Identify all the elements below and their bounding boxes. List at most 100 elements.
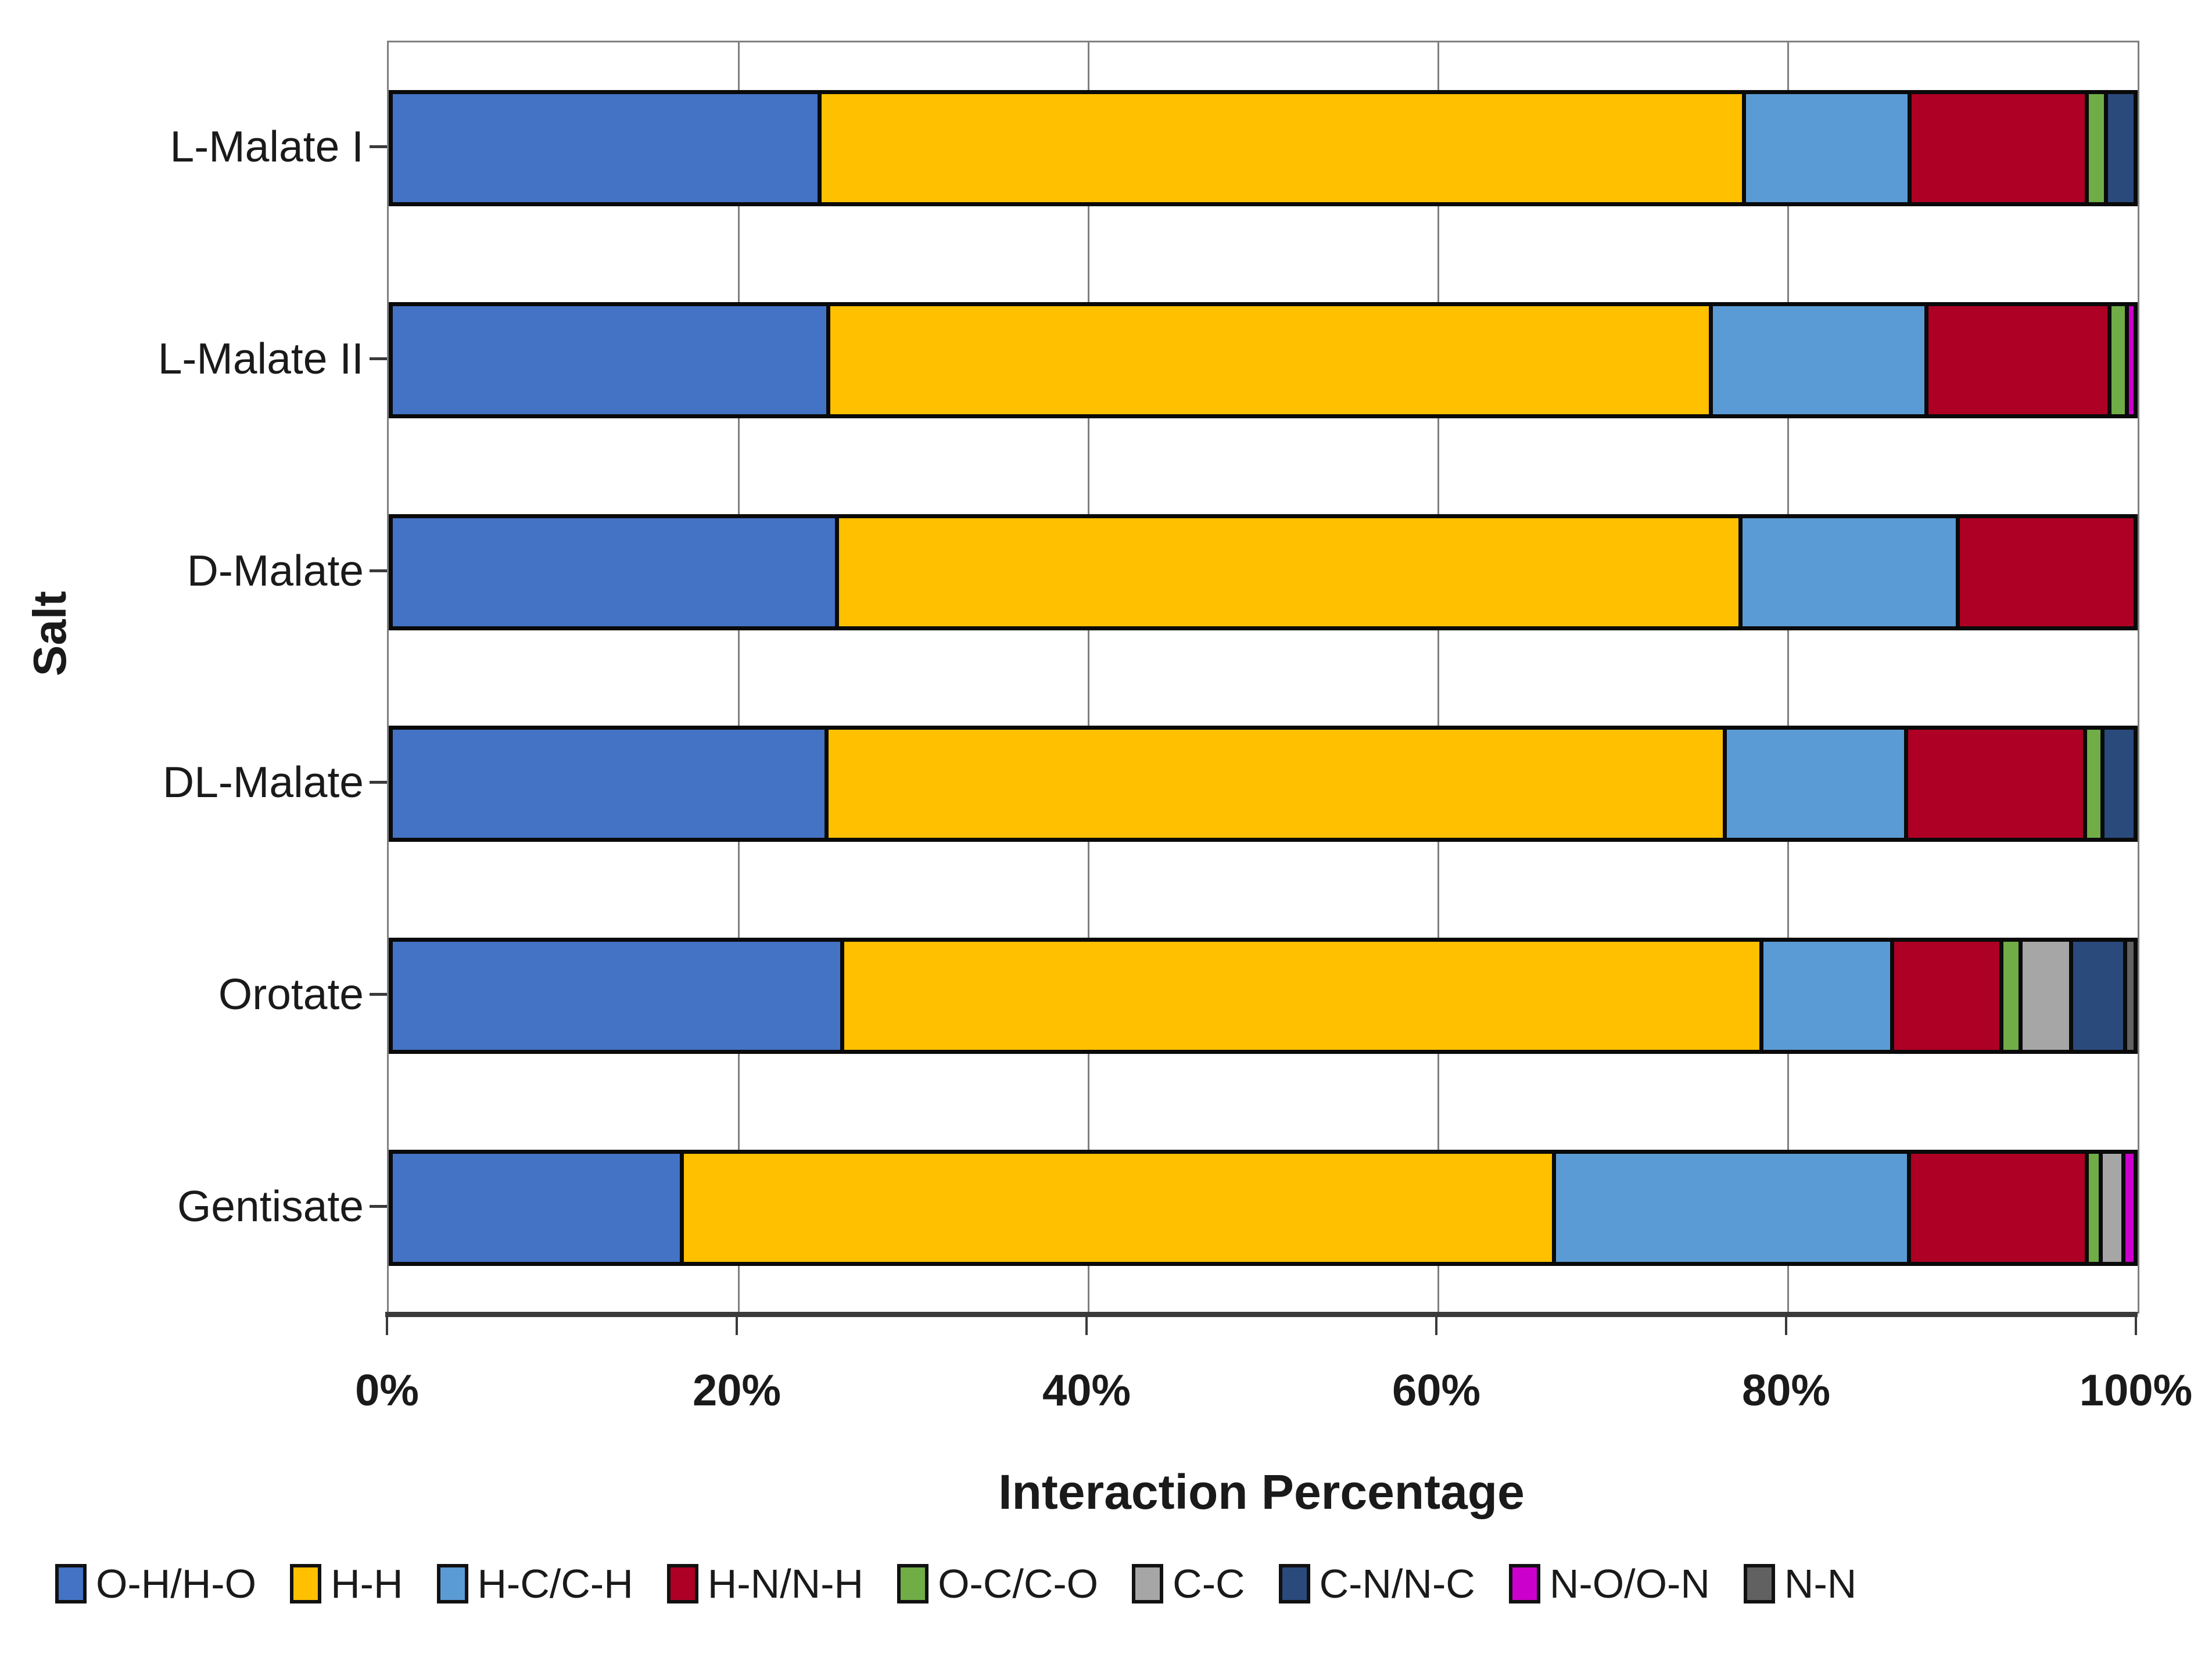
bar-segment-n-o-o-n (2121, 1153, 2134, 1262)
y-tick-mark (370, 993, 387, 996)
x-tick-mark (1435, 1312, 1437, 1335)
gridline-40 (1088, 42, 1089, 1314)
bar-segment-h-n-n-h (1907, 94, 2085, 203)
x-axis-title: Interaction Percentage (998, 1465, 1525, 1519)
bar-segment-h-n-n-h (1903, 730, 2084, 838)
bar-segment-h-c-c-h (1552, 1153, 1908, 1262)
legend-swatch (1508, 1564, 1540, 1603)
bar-segment-o-h-h-o (393, 942, 840, 1050)
legend-item-c-c: C-C (1132, 1560, 1245, 1607)
bar-segment-h-n-n-h (1890, 942, 2000, 1050)
y-tick-mark (370, 781, 387, 784)
legend-label: O-C/C-O (938, 1561, 1099, 1606)
legend-item-n-o-o-n: N-O/O-N (1508, 1560, 1710, 1607)
gridline-60 (1437, 42, 1439, 1314)
x-tick-label: 80% (1741, 1366, 1831, 1415)
legend: O-H/H-O H-H H-C/C-H H-N/N-H O-C/C-O C-C C-N/N-… (55, 1560, 1856, 1607)
y-axis-title: Salt (24, 591, 76, 676)
bar-segment-h-h (840, 942, 1759, 1050)
bar-segment-o-c-c-o (2107, 306, 2125, 414)
legend-swatch (1278, 1564, 1310, 1603)
bar-l-malate-i (389, 90, 2138, 207)
x-tick-mark (2135, 1312, 2137, 1335)
bar-segment-o-h-h-o (393, 306, 826, 414)
legend-label: H-H (331, 1561, 403, 1606)
legend-item-h-n-n-h: H-N/N-H (666, 1560, 864, 1607)
legend-item-n-n: N-N (1743, 1560, 1857, 1607)
category-label: D-Malate (187, 546, 364, 595)
bar-d-malate (389, 514, 2138, 630)
bar-segment-o-h-h-o (393, 1153, 680, 1262)
legend-label: N-O/O-N (1549, 1561, 1710, 1606)
bar-segment-h-c-c-h (1708, 306, 1925, 414)
bar-segment-o-c-c-o (2085, 94, 2105, 203)
category-label: Gentisate (177, 1181, 364, 1230)
legend-label: O-H/H-O (96, 1561, 257, 1606)
bar-l-malate-ii (389, 302, 2138, 418)
legend-label: C-N/N-C (1319, 1561, 1475, 1606)
bar-segment-c-c (2019, 942, 2070, 1050)
plot-area (387, 41, 2139, 1314)
legend-label: H-N/N-H (707, 1561, 864, 1606)
bar-segment-o-c-c-o (2085, 1153, 2099, 1262)
legend-item-h-c-c-h: H-C/C-H (436, 1560, 633, 1607)
gridline-20 (738, 42, 740, 1314)
bar-gentisate (389, 1149, 2138, 1266)
y-tick-mark (370, 357, 387, 360)
bar-segment-h-h (680, 1153, 1553, 1262)
y-tick-mark (370, 569, 387, 572)
bar-segment-h-h (834, 518, 1738, 626)
x-tick-label: 100% (2079, 1366, 2193, 1415)
legend-label: C-C (1173, 1561, 1245, 1606)
category-label: L-Malate I (170, 122, 364, 171)
legend-swatch (666, 1564, 698, 1603)
x-tick-mark (736, 1312, 738, 1335)
category-label: Orotate (218, 970, 364, 1018)
x-tick-label: 60% (1392, 1366, 1481, 1415)
x-axis-line (385, 1312, 2138, 1317)
bar-dl-malate (389, 726, 2138, 842)
bar-segment-n-n (2123, 942, 2134, 1050)
y-tick-mark (370, 145, 387, 149)
bar-segment-h-c-c-h (1759, 942, 1890, 1050)
bar-segment-n-o-o-n (2125, 306, 2134, 414)
bar-segment-h-c-c-h (1741, 94, 1908, 203)
legend-item-o-h-h-o: O-H/H-O (55, 1560, 256, 1607)
x-tick-label: 40% (1042, 1366, 1131, 1415)
legend-label: N-N (1784, 1561, 1857, 1606)
bar-segment-h-n-n-h (1907, 1153, 2085, 1262)
category-label: L-Malate II (157, 334, 364, 383)
legend-swatch (436, 1564, 468, 1603)
bar-segment-c-n-n-c (2104, 94, 2134, 203)
legend-swatch (897, 1564, 929, 1603)
legend-swatch (55, 1564, 87, 1603)
bar-segment-h-h (826, 306, 1709, 414)
legend-item-h-h: H-H (290, 1560, 403, 1607)
bar-segment-h-h (824, 730, 1723, 838)
bar-orotate (389, 938, 2138, 1054)
bar-segment-c-c (2099, 1153, 2121, 1262)
bar-segment-h-n-n-h (1956, 518, 2134, 626)
x-tick-mark (386, 1312, 388, 1335)
legend-item-o-c-c-o: O-C/C-O (897, 1560, 1098, 1607)
x-tick-mark (1785, 1312, 1787, 1335)
legend-swatch (290, 1564, 322, 1603)
x-tick-mark (1085, 1312, 1088, 1335)
bar-segment-o-h-h-o (393, 730, 824, 838)
bar-segment-o-h-h-o (393, 518, 835, 626)
x-tick-label: 0% (355, 1366, 419, 1415)
y-tick-mark (370, 1204, 387, 1208)
bar-segment-h-c-c-h (1738, 518, 1956, 626)
legend-swatch (1132, 1564, 1164, 1603)
bar-segment-o-c-c-o (1999, 942, 2019, 1050)
bar-segment-h-c-c-h (1722, 730, 1904, 838)
bar-segment-h-h (818, 94, 1742, 203)
legend-swatch (1743, 1564, 1775, 1603)
bar-segment-o-h-h-o (393, 94, 818, 203)
bar-segment-o-c-c-o (2083, 730, 2101, 838)
legend-item-c-n-n-c: C-N/N-C (1278, 1560, 1475, 1607)
legend-label: H-C/C-H (477, 1561, 633, 1606)
bar-segment-c-n-n-c (2069, 942, 2123, 1050)
category-label: DL-Malate (163, 758, 364, 807)
